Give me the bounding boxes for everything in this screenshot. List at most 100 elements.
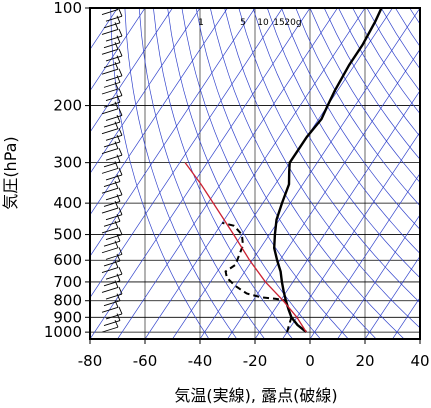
wind-barb-flag — [116, 214, 121, 222]
xtick-label-20: 20 — [355, 352, 374, 370]
wind-barb-flag — [114, 42, 119, 50]
dry-adiabat-line — [209, 8, 405, 339]
wind-barb-flag — [116, 95, 121, 103]
wind-barb — [101, 306, 119, 313]
mixing-ratio-label-2: 10 — [257, 18, 269, 28]
dry-adiabat-line — [295, 8, 420, 207]
ytick-label-1000: 1000 — [44, 323, 82, 341]
dry-adiabat-line — [224, 8, 420, 329]
wind-barb-flag — [116, 253, 121, 262]
parcel-line — [184, 162, 307, 333]
wind-barb — [101, 247, 119, 254]
wind-barb — [103, 141, 121, 148]
ytick-label-300: 300 — [53, 154, 82, 172]
wind-barb — [105, 115, 123, 121]
wind-barb-flag — [118, 128, 123, 136]
isotherm-line — [282, 131, 420, 339]
wind-barb-flag — [116, 15, 121, 24]
xtick-label--20: -20 — [243, 352, 268, 370]
wind-barb-flag — [116, 134, 121, 143]
wind-barb — [101, 128, 119, 135]
wind-barb — [105, 154, 123, 161]
wind-barb — [103, 81, 121, 88]
ytick-label-600: 600 — [53, 251, 82, 269]
grid-layer — [85, 7, 421, 344]
isotherm-line — [309, 172, 420, 339]
dry-adiabat-line — [380, 8, 420, 70]
xtick-label--60: -60 — [133, 352, 158, 370]
dry-adiabat-line — [110, 8, 210, 339]
wind-barb — [103, 260, 121, 267]
wind-barb — [101, 48, 119, 55]
wind-barb — [105, 253, 123, 260]
wind-barb-flag — [118, 147, 123, 156]
ytick-label-800: 800 — [53, 292, 82, 310]
plot-frame — [89, 7, 421, 340]
isotherm-line — [172, 8, 393, 339]
wind-barb — [103, 280, 121, 287]
wind-barb — [101, 68, 119, 75]
wind-barb — [105, 174, 123, 181]
dry-adiabat-line — [195, 8, 377, 339]
wind-barb-flag — [118, 88, 123, 96]
ytick-label-500: 500 — [53, 226, 82, 244]
wind-barb-flag — [116, 75, 121, 83]
wind-barb — [105, 35, 123, 42]
wind-barb-flag — [118, 68, 123, 76]
wind-barb — [105, 194, 123, 201]
wind-barb-flag — [118, 187, 123, 196]
isotherm-line — [90, 8, 256, 257]
wind-barb-flag — [116, 55, 121, 63]
wind-barb — [103, 42, 121, 49]
wind-barb — [105, 15, 123, 22]
wind-barb — [101, 326, 119, 333]
wind-barb — [103, 62, 121, 68]
wind-barb-flag — [116, 233, 121, 242]
wind-barb-flag — [114, 220, 119, 229]
wind-barb — [101, 167, 119, 174]
wind-barb-flag — [114, 22, 119, 30]
wind-barb-flag — [118, 108, 123, 116]
wind-barb-flag — [116, 194, 121, 202]
x-axis-label: 気温(実線), 露点(破線) — [174, 386, 337, 405]
mixing-ratio-labels: 1 5 10 15 20g — [198, 18, 301, 28]
isotherm-line — [90, 8, 228, 216]
xtick-label--40: -40 — [188, 352, 213, 370]
wind-barb — [103, 101, 121, 108]
wind-barb — [101, 108, 119, 115]
wind-barb — [105, 214, 123, 221]
isotherm-line — [90, 8, 201, 175]
series-layer — [184, 8, 383, 334]
dry-adiabat-line — [252, 8, 420, 279]
diagonal-lines — [90, 8, 420, 339]
wind-barb-flag — [114, 121, 119, 129]
wind-barb — [105, 273, 123, 280]
wind-barb — [101, 207, 119, 214]
wind-barb — [105, 234, 123, 240]
wind-barb-flag — [114, 61, 119, 70]
wind-barb-flag — [118, 28, 123, 37]
isotherm-line — [144, 8, 366, 339]
wind-barb — [103, 22, 121, 29]
isotherm-line — [117, 8, 338, 339]
wind-barb-flag — [118, 286, 123, 295]
wind-barb-flag — [118, 306, 123, 315]
y-axis-label: 気圧(hPa) — [1, 136, 20, 209]
wind-barb-flag — [116, 313, 121, 321]
isotherm-line — [90, 8, 311, 339]
wind-barb-flag — [116, 154, 121, 162]
dry-adiabat-line — [181, 8, 349, 339]
wind-barb-flag — [118, 207, 123, 215]
isotherm-line — [337, 214, 420, 339]
dry-adiabat-line — [395, 8, 420, 47]
wind-barb-flag — [114, 141, 119, 149]
wind-barb — [105, 134, 123, 141]
dry-adiabat-line — [281, 8, 420, 230]
temperature-line — [272, 8, 383, 334]
isotherm-line — [199, 8, 420, 339]
ytick-label-400: 400 — [53, 194, 82, 212]
isotherm-line — [90, 8, 118, 51]
isotherm-line — [227, 48, 420, 339]
xtick-label-0: 0 — [305, 352, 315, 370]
wind-barb-flag — [114, 260, 119, 268]
